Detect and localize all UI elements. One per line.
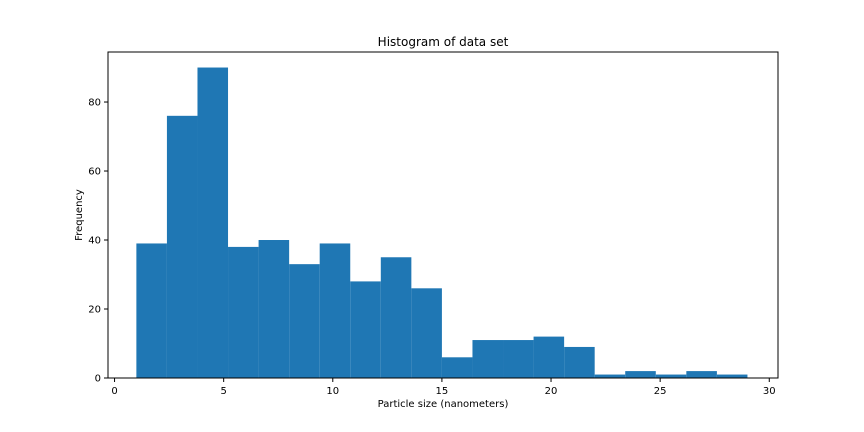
histogram-bar (258, 240, 290, 378)
histogram-bar (625, 371, 656, 378)
x-tick-label: 30 (763, 386, 776, 397)
histogram-bar (136, 243, 167, 378)
histogram-bar (411, 288, 442, 378)
histogram-bar (655, 374, 687, 378)
y-tick-label: 40 (88, 236, 101, 247)
histogram-bar (441, 357, 473, 378)
histogram-bar (503, 340, 534, 378)
histogram-bar (686, 371, 717, 378)
x-tick-label: 20 (545, 386, 558, 397)
histogram-bar (166, 115, 198, 379)
histogram-bar (228, 246, 259, 378)
y-tick-label: 80 (88, 98, 101, 109)
histogram-bar (533, 336, 565, 378)
x-tick-label: 10 (326, 386, 339, 397)
y-axis-label: Frequency (74, 189, 85, 241)
x-tick-label: 15 (436, 386, 449, 397)
histogram-bar (197, 67, 229, 379)
histogram-bar (350, 281, 381, 378)
plot-frame (107, 51, 779, 379)
x-tick-label: 5 (220, 386, 226, 397)
y-axis: 0 20 40 60 80 (88, 98, 108, 385)
x-tick-label: 0 (111, 386, 117, 397)
x-tick-label: 25 (654, 386, 667, 397)
histogram-bar (380, 257, 412, 378)
histogram-bar (594, 374, 626, 378)
y-tick-label: 60 (88, 167, 101, 178)
y-tick-label: 0 (95, 374, 101, 385)
y-tick-label: 20 (88, 305, 101, 316)
x-axis: 0 5 10 15 20 25 30 (111, 378, 776, 397)
chart-title: Histogram of data set (378, 35, 509, 49)
bars-group (136, 67, 748, 379)
histogram-bar (289, 264, 320, 378)
histogram-bar (564, 346, 595, 378)
x-axis-label: Particle size (nanometers) (378, 399, 509, 410)
histogram-bar (319, 243, 351, 378)
histogram-bar (472, 340, 504, 378)
histogram-bar (716, 374, 748, 378)
